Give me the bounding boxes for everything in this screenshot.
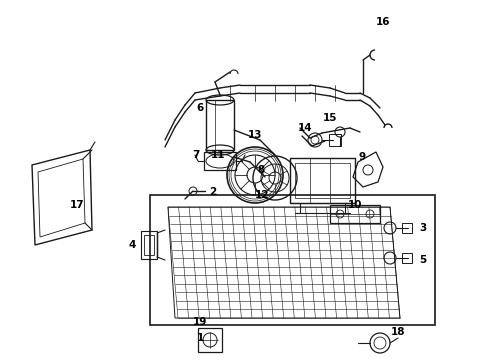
Text: 18: 18 (391, 327, 405, 337)
Text: 12: 12 (255, 190, 269, 200)
Bar (204, 152, 236, 170)
Text: 14: 14 (298, 123, 312, 133)
Text: 3: 3 (419, 223, 427, 233)
Bar (290, 158, 355, 203)
Bar (402, 223, 412, 233)
Text: 6: 6 (196, 103, 204, 113)
Bar (295, 163, 350, 198)
Bar (141, 231, 157, 259)
Bar (150, 195, 435, 325)
Text: 16: 16 (376, 17, 390, 27)
Text: 5: 5 (419, 255, 427, 265)
Text: 10: 10 (348, 200, 362, 210)
Text: 19: 19 (193, 317, 207, 327)
Bar (206, 100, 234, 150)
Text: 11: 11 (211, 150, 225, 160)
Bar (198, 328, 222, 352)
Bar (330, 205, 380, 223)
Text: 4: 4 (128, 240, 136, 250)
Bar (402, 253, 412, 263)
Text: 17: 17 (70, 200, 84, 210)
Text: 13: 13 (248, 130, 262, 140)
Text: 1: 1 (196, 333, 204, 343)
Text: 7: 7 (192, 150, 200, 160)
Text: 2: 2 (209, 187, 217, 197)
Bar (329, 134, 341, 146)
Text: 9: 9 (359, 152, 366, 162)
Text: 8: 8 (257, 165, 265, 175)
Bar (144, 235, 154, 255)
Text: 15: 15 (323, 113, 337, 123)
